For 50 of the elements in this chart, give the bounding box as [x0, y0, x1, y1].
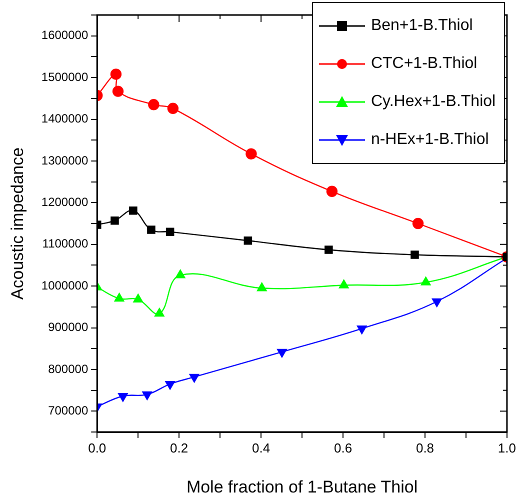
point [338, 280, 349, 288]
point [112, 86, 124, 97]
x-tick-label: 0.8 [416, 440, 434, 456]
legend-label: CTC+1-B.Thiol [370, 55, 478, 73]
point [154, 308, 164, 317]
x-axis-title: Mole fraction of 1-Butane Thiol [186, 477, 418, 496]
x-tick-label: 0.6 [334, 440, 352, 456]
x-tick-label: 0.0 [88, 440, 106, 456]
y-tick-label: 1000000 [41, 278, 88, 292]
y-tick-label: 900000 [48, 320, 88, 334]
y-tick-label: 700000 [48, 403, 88, 418]
point [118, 393, 128, 402]
point [110, 216, 119, 225]
point [420, 276, 431, 286]
x-tick-label: 1.0 [498, 440, 516, 456]
y-tick-label: 1300000 [41, 153, 88, 168]
y-axis-title: Acoustic impedance [8, 147, 27, 300]
y-tick-label: 800000 [48, 362, 88, 376]
point [142, 391, 152, 400]
point [324, 246, 333, 254]
x-tick-label: 0.2 [170, 440, 188, 456]
y-tick-label: 1500000 [41, 70, 88, 84]
legend-label: Ben+1-B.Thiol [370, 17, 473, 35]
point [244, 236, 252, 245]
x-tick-label: 0.4 [252, 440, 270, 456]
point [114, 292, 124, 302]
legend-label: n-HEx+1-B.Thiol [370, 131, 489, 149]
point [326, 186, 338, 197]
point [133, 294, 144, 302]
y-tick-label: 1400000 [41, 112, 88, 126]
point [167, 102, 179, 114]
point [256, 282, 267, 292]
point [148, 99, 160, 110]
point [110, 68, 122, 80]
point [166, 228, 174, 236]
point [129, 206, 138, 215]
point [412, 218, 424, 230]
point [432, 298, 442, 308]
y-tick-label: 1600000 [41, 28, 88, 42]
point [175, 270, 186, 278]
point [246, 148, 257, 160]
y-tick-label: 1200000 [41, 194, 88, 209]
point [277, 348, 287, 358]
legend-label: Cy.Hex+1-B.Thiol [370, 93, 496, 111]
point [165, 380, 175, 390]
point [410, 250, 419, 259]
y-tick-label: 1100000 [42, 236, 88, 251]
point [147, 226, 156, 234]
point [356, 325, 367, 334]
point [189, 374, 200, 383]
